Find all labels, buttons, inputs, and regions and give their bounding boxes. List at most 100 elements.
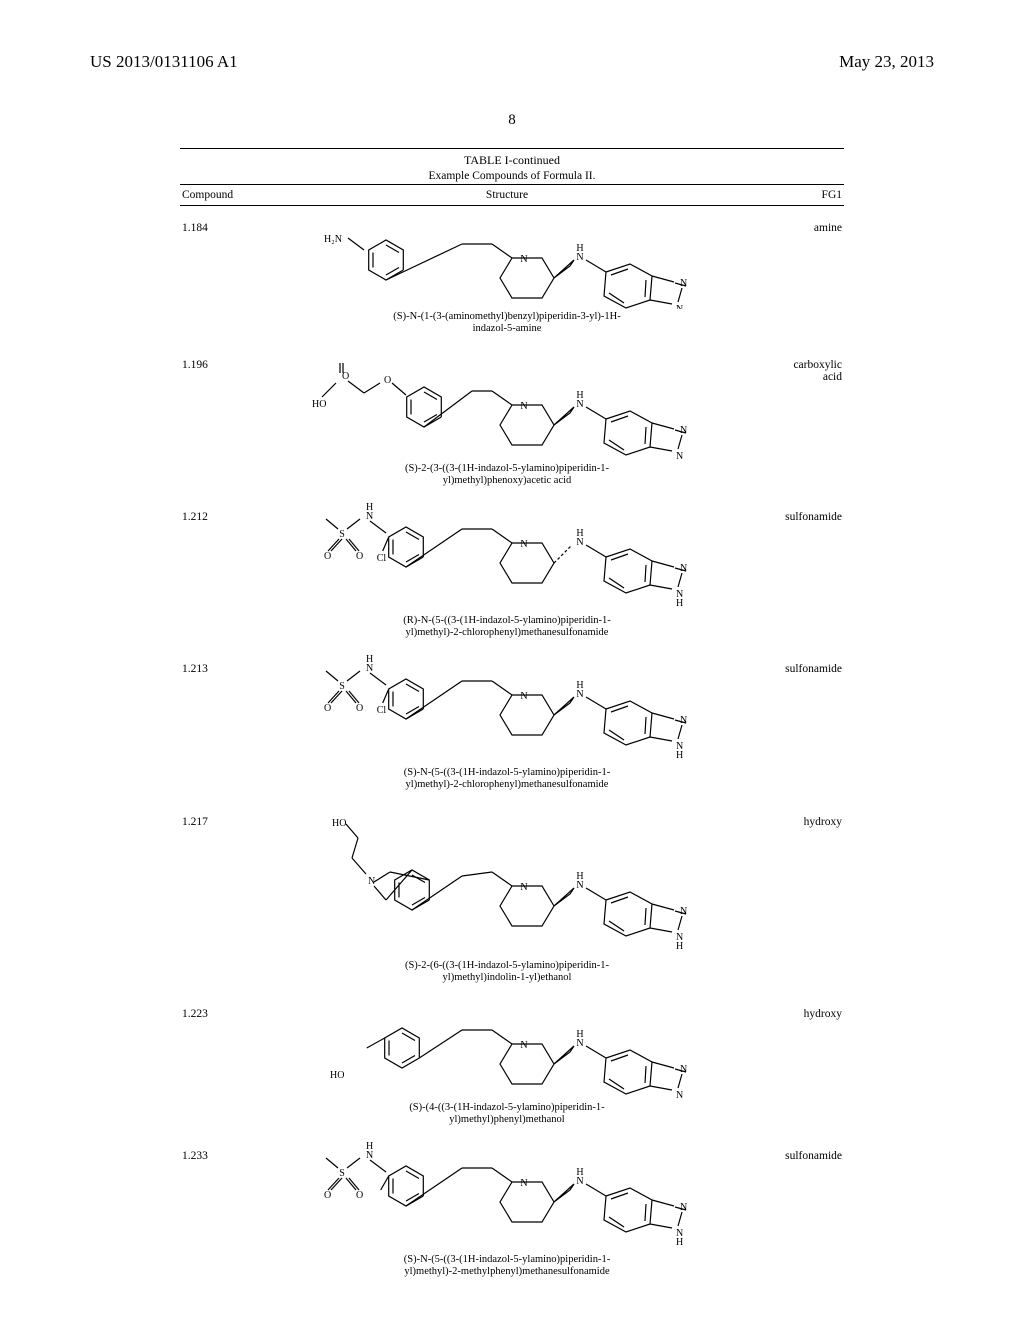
col-fg1: FG1 xyxy=(750,185,844,206)
compound-id: 1.233 xyxy=(180,1134,264,1286)
svg-text:H: H xyxy=(676,598,683,609)
svg-text:H: H xyxy=(676,1099,683,1100)
table-row: 1.212SOONHClNNHNNH(R)-N-(5-((3-(1H-indaz… xyxy=(180,495,844,647)
svg-text:N: N xyxy=(520,401,527,412)
compound-name: (S)-N-(1-(3-(aminomethyl)benzyl)piperidi… xyxy=(302,311,712,335)
svg-text:O: O xyxy=(324,551,331,562)
table-row: 1.184H₂NNNHNNH(S)-N-(1-(3-(aminomethyl)b… xyxy=(180,206,844,344)
svg-text:H: H xyxy=(576,1029,583,1040)
structure-cell: HONNNHNNH(S)-2-(6-((3-(1H-indazol-5-ylam… xyxy=(264,800,750,992)
compound-name: (S)-(4-((3-(1H-indazol-5-ylamino)piperid… xyxy=(302,1102,712,1126)
svg-text:H: H xyxy=(366,655,373,665)
svg-text:H: H xyxy=(676,941,683,952)
svg-text:Cl: Cl xyxy=(377,705,387,716)
chemical-structure-icon: HONNNHNNH(S)-2-(6-((3-(1H-indazol-5-ylam… xyxy=(302,808,712,984)
compound-id: 1.213 xyxy=(180,647,264,799)
svg-text:S: S xyxy=(339,1168,345,1179)
svg-text:O: O xyxy=(356,1190,363,1201)
chemical-structure-icon: SOONHClNNHNNH(S)-N-(5-((3-(1H-indazol-5-… xyxy=(302,655,712,791)
table-row: 1.217HONNNHNNH(S)-2-(6-((3-(1H-indazol-5… xyxy=(180,800,844,992)
svg-text:N: N xyxy=(520,1040,527,1051)
col-structure: Structure xyxy=(264,185,750,206)
functional-group: sulfonamide xyxy=(750,1134,844,1286)
functional-group: sulfonamide xyxy=(750,647,844,799)
svg-text:S: S xyxy=(339,529,345,540)
svg-text:N: N xyxy=(680,715,687,726)
svg-text:N: N xyxy=(680,425,687,436)
functional-group: amine xyxy=(750,206,844,344)
svg-text:Cl: Cl xyxy=(377,553,387,564)
compound-name: (S)-N-(5-((3-(1H-indazol-5-ylamino)piper… xyxy=(302,767,712,791)
svg-text:N: N xyxy=(680,906,687,917)
page-header: US 2013/0131106 A1 May 23, 2013 xyxy=(0,52,1024,72)
table-title: TABLE I-continued xyxy=(180,149,844,171)
functional-group: carboxylicacid xyxy=(750,343,844,495)
doc-number: US 2013/0131106 A1 xyxy=(90,52,238,72)
compound-name: (S)-2-(6-((3-(1H-indazol-5-ylamino)piper… xyxy=(302,960,712,984)
svg-text:O: O xyxy=(356,551,363,562)
svg-text:O: O xyxy=(324,1190,331,1201)
svg-text:H₂N: H₂N xyxy=(324,234,342,245)
col-compound: Compound xyxy=(180,185,264,206)
svg-text:H: H xyxy=(576,390,583,401)
structure-cell: OHOONNHNNH(S)-2-(3-((3-(1H-indazol-5-yla… xyxy=(264,343,750,495)
compound-name: (S)-2-(3-((3-(1H-indazol-5-ylamino)piper… xyxy=(302,463,712,487)
structure-cell: SOONHClNNHNNH(R)-N-(5-((3-(1H-indazol-5-… xyxy=(264,495,750,647)
svg-text:H: H xyxy=(366,503,373,513)
svg-text:H: H xyxy=(366,1142,373,1152)
svg-text:N: N xyxy=(520,1178,527,1189)
svg-text:HO: HO xyxy=(330,1070,344,1081)
page-number: 8 xyxy=(0,112,1024,129)
table-subtitle: Example Compounds of Formula II. xyxy=(180,170,844,185)
compound-name: (R)-N-(5-((3-(1H-indazol-5-ylamino)piper… xyxy=(302,615,712,639)
chemical-structure-icon: SOONHNNHNNH(S)-N-(5-((3-(1H-indazol-5-yl… xyxy=(302,1142,712,1278)
chemical-structure-icon: SOONHClNNHNNH(R)-N-(5-((3-(1H-indazol-5-… xyxy=(302,503,712,639)
svg-text:N: N xyxy=(680,278,687,289)
svg-text:H: H xyxy=(576,871,583,882)
functional-group: hydroxy xyxy=(750,992,844,1134)
svg-text:O: O xyxy=(324,703,331,714)
table-row: 1.223HONNHNNH(S)-(4-((3-(1H-indazol-5-yl… xyxy=(180,992,844,1134)
svg-text:N: N xyxy=(520,882,527,893)
svg-text:O: O xyxy=(356,703,363,714)
doc-date: May 23, 2013 xyxy=(839,52,934,72)
svg-text:HO: HO xyxy=(332,818,346,829)
compound-name: (S)-N-(5-((3-(1H-indazol-5-ylamino)piper… xyxy=(302,1254,712,1278)
svg-text:N: N xyxy=(520,691,527,702)
compound-id: 1.196 xyxy=(180,343,264,495)
structure-cell: HONNHNNH(S)-(4-((3-(1H-indazol-5-ylamino… xyxy=(264,992,750,1134)
functional-group: hydroxy xyxy=(750,800,844,992)
structure-cell: SOONHClNNHNNH(S)-N-(5-((3-(1H-indazol-5-… xyxy=(264,647,750,799)
svg-text:N: N xyxy=(520,539,527,550)
svg-text:H: H xyxy=(576,680,583,691)
svg-text:N: N xyxy=(680,1202,687,1213)
compounds-table-wrap: TABLE I-continued Example Compounds of F… xyxy=(180,148,844,1286)
svg-text:N: N xyxy=(680,1064,687,1075)
chemical-structure-icon: OHOONNHNNH(S)-2-(3-((3-(1H-indazol-5-yla… xyxy=(302,351,712,487)
compound-id: 1.223 xyxy=(180,992,264,1134)
svg-text:H: H xyxy=(576,243,583,254)
chemical-structure-icon: HONNHNNH(S)-(4-((3-(1H-indazol-5-ylamino… xyxy=(302,1000,712,1126)
svg-text:N: N xyxy=(680,563,687,574)
svg-text:N: N xyxy=(676,304,683,309)
compound-id: 1.217 xyxy=(180,800,264,992)
svg-text:H: H xyxy=(676,1237,683,1248)
svg-text:H: H xyxy=(576,528,583,539)
compounds-table: TABLE I-continued Example Compounds of F… xyxy=(180,148,844,1286)
svg-text:H: H xyxy=(676,460,683,461)
compound-id: 1.184 xyxy=(180,206,264,344)
svg-text:H: H xyxy=(576,1167,583,1178)
svg-text:N: N xyxy=(520,254,527,265)
chemical-structure-icon: H₂NNNHNNH(S)-N-(1-(3-(aminomethyl)benzyl… xyxy=(302,214,712,335)
svg-text:S: S xyxy=(339,681,345,692)
svg-text:H: H xyxy=(676,750,683,761)
structure-cell: SOONHNNHNNH(S)-N-(5-((3-(1H-indazol-5-yl… xyxy=(264,1134,750,1286)
svg-text:O: O xyxy=(384,375,391,386)
table-row: 1.233SOONHNNHNNH(S)-N-(5-((3-(1H-indazol… xyxy=(180,1134,844,1286)
svg-text:HO: HO xyxy=(312,399,326,410)
compound-id: 1.212 xyxy=(180,495,264,647)
functional-group: sulfonamide xyxy=(750,495,844,647)
table-row: 1.213SOONHClNNHNNH(S)-N-(5-((3-(1H-indaz… xyxy=(180,647,844,799)
table-row: 1.196OHOONNHNNH(S)-2-(3-((3-(1H-indazol-… xyxy=(180,343,844,495)
structure-cell: H₂NNNHNNH(S)-N-(1-(3-(aminomethyl)benzyl… xyxy=(264,206,750,344)
